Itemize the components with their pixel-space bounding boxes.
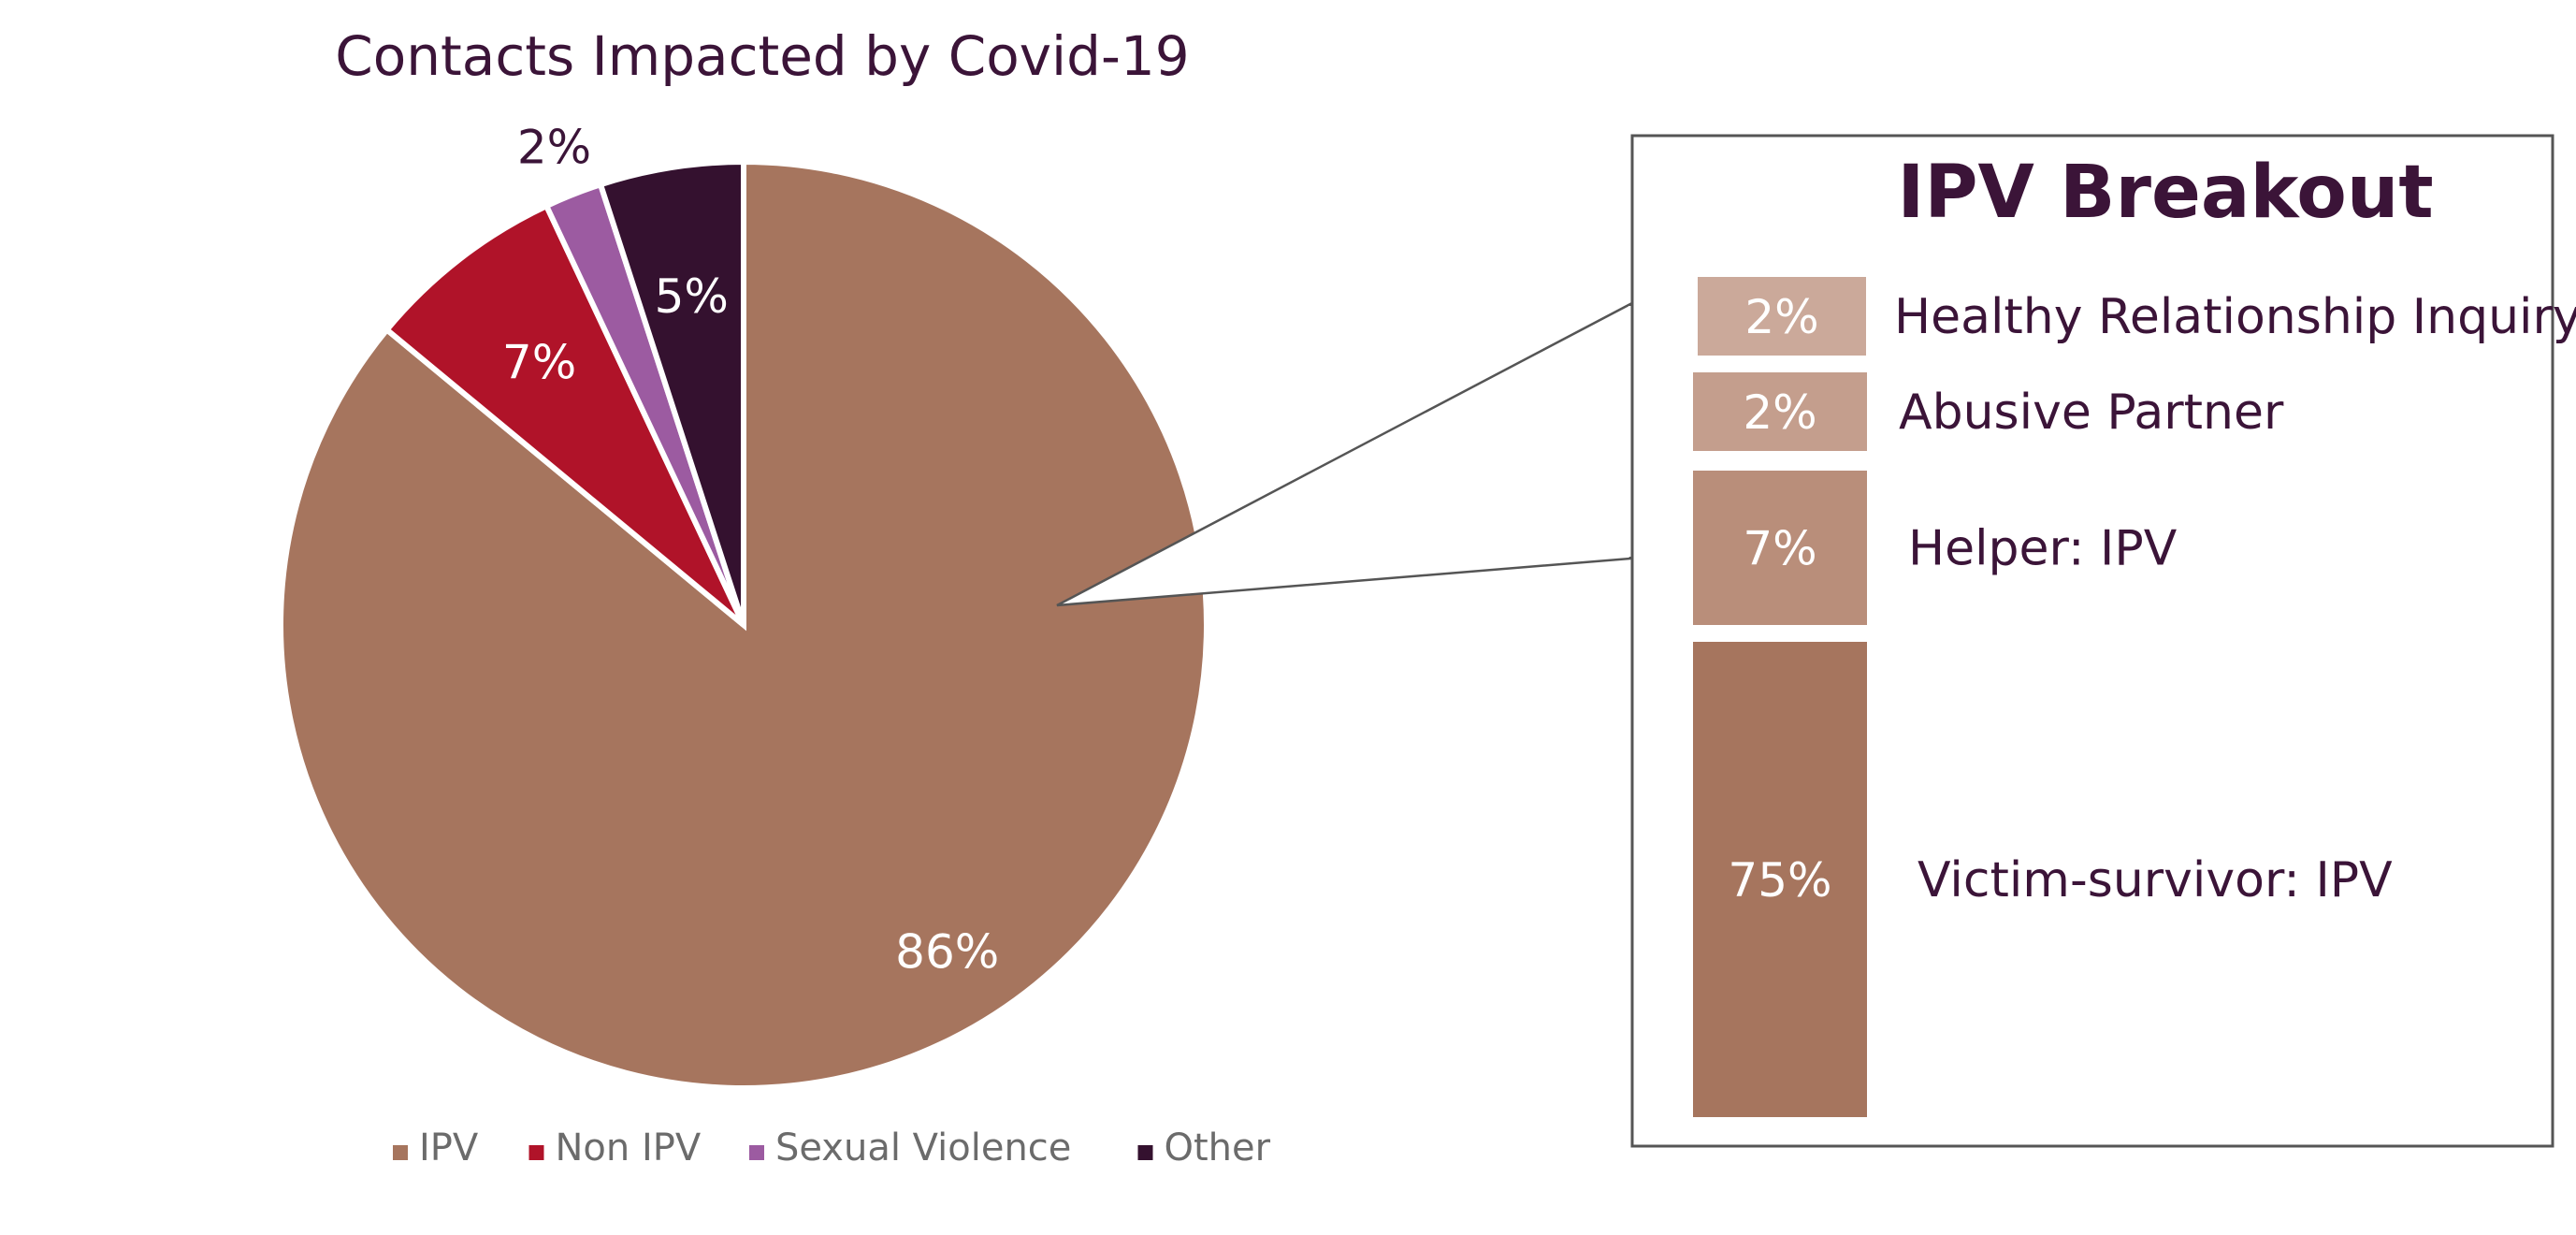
breakout-label-abusive-partner: Abusive Partner <box>1899 385 2284 441</box>
breakout-title: IPV Breakout <box>1897 151 2433 235</box>
breakout-value-healthy-relationship-inquiry: 2% <box>1744 290 1818 344</box>
legend-label-ipv: IPV <box>419 1126 479 1170</box>
pie-label-non-ipv: 7% <box>502 335 576 389</box>
legend-swatch-sexual-violence <box>749 1145 764 1160</box>
pie-label-other: 5% <box>655 269 729 324</box>
breakout-value-abusive-partner: 2% <box>1743 385 1816 440</box>
breakout-segment-abusive-partner <box>1693 372 1867 451</box>
pie-chart <box>278 158 1209 1091</box>
pie-label-sexual-violence: 2% <box>517 121 591 175</box>
legend-label-sexual-violence: Sexual Violence <box>775 1126 1071 1170</box>
breakout-segment-helper-ipv <box>1693 471 1867 625</box>
pie-slice-non-ipv <box>383 202 746 628</box>
breakout-value-victim-survivor-ipv: 75% <box>1728 853 1831 908</box>
pie-chart-title: Contacts Impacted by Covid-19 <box>335 24 1189 88</box>
pie-data-labels: 86% 7% 2% 5% <box>502 121 999 980</box>
breakout-label-victim-survivor-ipv: Victim-survivor: IPV <box>1918 852 2393 908</box>
breakout-segment-healthy-relationship-inquiry <box>1698 277 1866 356</box>
breakout-label-helper-ipv: Helper: IPV <box>1908 521 2178 577</box>
pie-label-ipv: 86% <box>895 924 999 979</box>
breakout-segment-victim-survivor-ipv <box>1693 642 1867 1117</box>
ipv-breakout-box <box>1630 134 2554 1148</box>
pie-legend: IPV Non IPV Sexual Violence Other <box>393 1126 1271 1170</box>
breakout-label-healthy-relationship-inquiry: Healthy Relationship Inquiry <box>1894 289 2576 345</box>
legend-swatch-other <box>1137 1145 1153 1160</box>
breakout-value-helper-ipv: 7% <box>1743 522 1816 576</box>
pie-slice-other <box>597 158 746 626</box>
legend-label-other: Other <box>1165 1126 1271 1170</box>
legend-swatch-ipv <box>393 1145 408 1160</box>
breakout-bar: 2% Healthy Relationship Inquiry 2% Abusive … <box>1693 277 2576 1117</box>
legend-swatch-non-ipv <box>528 1145 544 1160</box>
legend-label-non-ipv: Non IPV <box>556 1126 702 1170</box>
